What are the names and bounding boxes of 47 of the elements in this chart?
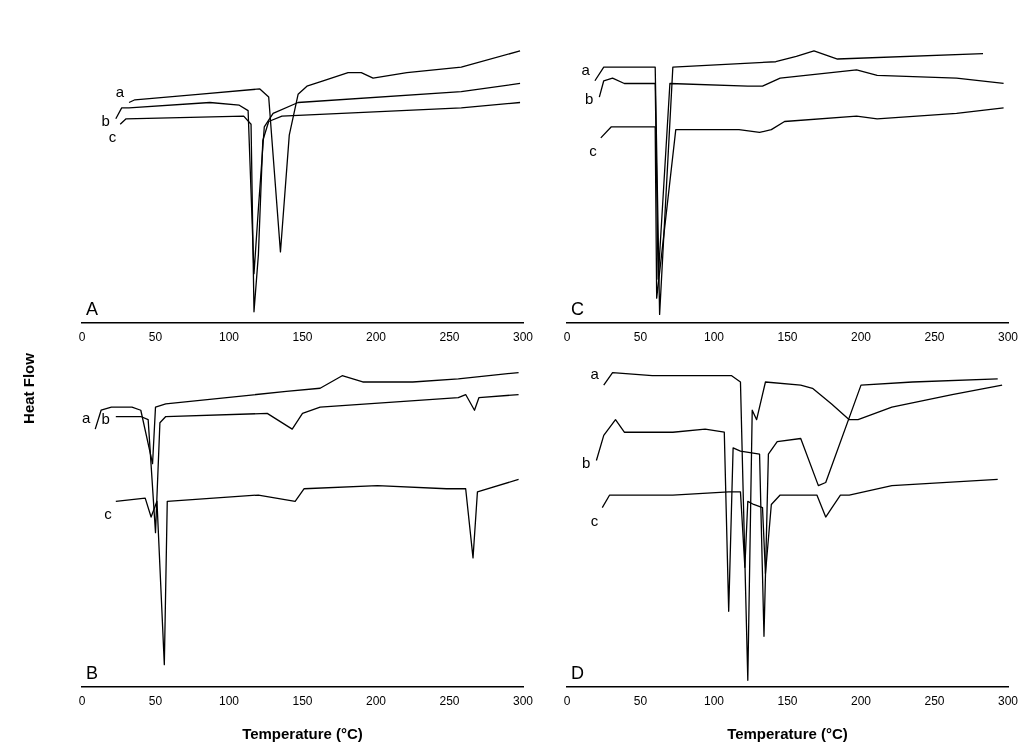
x-tick-label: 0 xyxy=(563,694,571,709)
x-tick-label: 250 xyxy=(439,330,460,345)
x-axis-title: Temperature (°C) xyxy=(727,725,848,743)
x-tick-label: 0 xyxy=(78,330,86,345)
x-tick-label: 250 xyxy=(924,694,945,709)
series-label: b xyxy=(101,409,110,427)
x-tick-label: 150 xyxy=(292,330,313,345)
x-tick-label: 150 xyxy=(777,694,798,709)
x-tick-label: 0 xyxy=(78,694,86,709)
x-tick-label: 200 xyxy=(850,694,872,709)
series-label: b xyxy=(101,111,110,129)
x-tick-label: 0 xyxy=(563,330,571,345)
series-label: a xyxy=(581,60,591,78)
series-label: c xyxy=(104,505,113,523)
series-label: c xyxy=(590,511,599,529)
x-tick-label: 300 xyxy=(997,694,1019,709)
x-tick-label: 250 xyxy=(439,694,460,709)
annotation: C xyxy=(571,298,584,319)
x-tick-label: 50 xyxy=(633,330,648,345)
x-axis-title: Temperature (°C) xyxy=(242,725,363,743)
series-label: a xyxy=(115,82,125,100)
y-axis-title: Heat Flow xyxy=(19,352,37,424)
series-label: b xyxy=(582,453,591,471)
x-tick-label: 100 xyxy=(218,694,240,709)
x-tick-label: 300 xyxy=(512,330,534,345)
x-tick-label: 200 xyxy=(365,694,387,709)
x-tick-label: 100 xyxy=(218,330,240,345)
x-tick-label: 50 xyxy=(148,694,163,709)
annotation: B xyxy=(86,662,99,683)
x-tick-label: 200 xyxy=(365,330,387,345)
annotation: D xyxy=(571,662,584,683)
x-tick-label: 300 xyxy=(512,694,534,709)
series-label: b xyxy=(585,90,594,108)
x-tick-label: 200 xyxy=(850,330,872,345)
series-label: c xyxy=(108,128,117,146)
series-label: c xyxy=(589,141,598,159)
x-tick-label: 100 xyxy=(703,694,725,709)
series-label: a xyxy=(81,409,91,427)
x-tick-label: 300 xyxy=(997,330,1019,345)
annotation: A xyxy=(86,298,99,319)
x-tick-label: 50 xyxy=(148,330,163,345)
x-tick-label: 150 xyxy=(777,330,798,345)
x-tick-label: 100 xyxy=(703,330,725,345)
x-tick-label: 150 xyxy=(292,694,313,709)
x-tick-label: 250 xyxy=(924,330,945,345)
x-tick-label: 50 xyxy=(633,694,648,709)
series-label: a xyxy=(590,365,600,383)
